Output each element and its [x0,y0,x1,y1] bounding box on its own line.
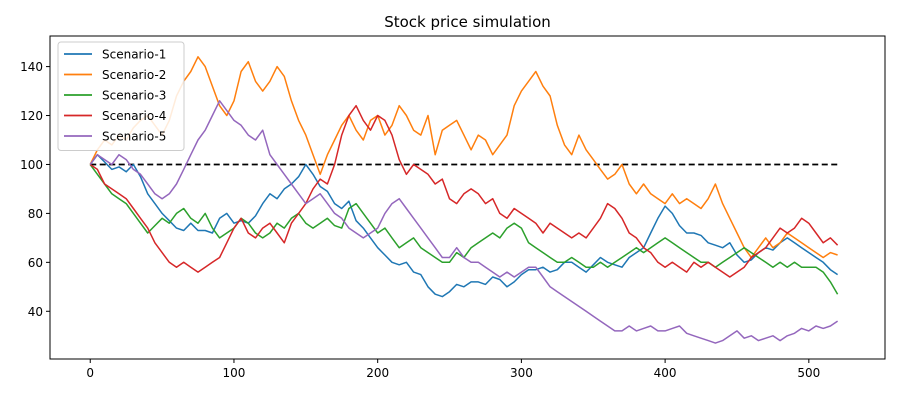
plot-area [89,56,839,344]
legend[interactable]: Scenario-1 Scenario-2 Scenario-3 Scenario-4… [57,41,185,151]
x-tick-label: 0 [86,366,94,380]
legend-label-2: Scenario-2 [102,68,166,82]
series-line-4 [89,104,839,278]
x-tick-label: 400 [654,366,677,380]
legend-label-1: Scenario-1 [102,48,166,62]
legend-label-3: Scenario-3 [102,89,166,103]
legend-label-5: Scenario-5 [102,130,166,144]
x-tick-label: 200 [366,366,389,380]
y-tick-label: 60 [28,256,43,270]
series-line-2 [89,56,838,259]
x-tick-label: 300 [510,366,533,380]
x-axis: 0 100 200 300 400 500 [86,359,820,380]
y-tick-label: 80 [28,207,43,221]
plot-frame [49,35,886,360]
legend-box [57,41,185,151]
y-tick-label: 120 [20,109,43,123]
legend-label-4: Scenario-4 [102,109,166,123]
y-tick-label: 100 [20,158,43,172]
y-axis: 40 60 80 100 120 140 [20,60,50,319]
x-tick-label: 500 [797,366,820,380]
x-tick-label: 100 [223,366,246,380]
series-line-1 [89,153,839,298]
y-tick-label: 140 [20,60,43,74]
chart-title: Stock price simulation [384,13,551,31]
y-tick-label: 40 [28,305,43,319]
series-line-5 [89,100,839,344]
